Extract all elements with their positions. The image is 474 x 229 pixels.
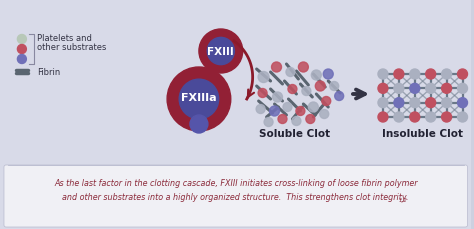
Circle shape (302, 87, 311, 96)
Circle shape (278, 115, 287, 124)
Circle shape (179, 80, 219, 119)
Circle shape (273, 93, 283, 103)
Circle shape (442, 112, 452, 123)
Circle shape (256, 105, 265, 114)
Circle shape (288, 85, 297, 94)
Circle shape (442, 84, 452, 94)
Circle shape (299, 63, 309, 73)
Text: As the last factor in the clotting cascade, FXIII initiates cross-linking of loo: As the last factor in the clotting casca… (54, 179, 418, 188)
Circle shape (320, 110, 329, 119)
Text: Soluble Clot: Soluble Clot (259, 128, 330, 138)
Circle shape (426, 112, 436, 123)
Circle shape (394, 98, 404, 108)
Text: Platelets and: Platelets and (37, 33, 91, 42)
Circle shape (378, 70, 388, 80)
Circle shape (18, 35, 27, 44)
Circle shape (292, 117, 301, 126)
Text: FXIIIa: FXIIIa (181, 93, 217, 103)
Circle shape (410, 112, 420, 123)
Circle shape (457, 98, 467, 108)
Circle shape (394, 112, 404, 123)
Circle shape (18, 45, 27, 54)
Circle shape (272, 63, 282, 73)
Circle shape (18, 55, 27, 64)
Circle shape (323, 70, 333, 80)
Text: FXIII: FXIII (208, 47, 234, 57)
Circle shape (394, 70, 404, 80)
Circle shape (264, 118, 273, 127)
FancyBboxPatch shape (4, 165, 467, 227)
Circle shape (258, 89, 267, 98)
Circle shape (306, 115, 315, 124)
Circle shape (378, 84, 388, 94)
Circle shape (457, 70, 467, 80)
Text: and other substrates into a highly organized structure.  This strengthens clot i: and other substrates into a highly organ… (63, 193, 409, 202)
Circle shape (330, 82, 339, 91)
Circle shape (296, 107, 305, 116)
Circle shape (457, 84, 467, 94)
Circle shape (315, 82, 325, 92)
Circle shape (322, 97, 331, 106)
Circle shape (442, 98, 452, 108)
Circle shape (199, 30, 243, 74)
Circle shape (426, 84, 436, 94)
Text: Fibrin: Fibrin (37, 68, 60, 77)
Circle shape (426, 70, 436, 80)
Circle shape (167, 68, 231, 131)
Circle shape (207, 38, 234, 65)
Circle shape (426, 98, 436, 108)
Circle shape (335, 92, 344, 101)
Text: other substrates: other substrates (37, 43, 106, 52)
Circle shape (309, 103, 319, 112)
Circle shape (283, 103, 292, 112)
Circle shape (378, 112, 388, 123)
Circle shape (378, 98, 388, 108)
Circle shape (457, 112, 467, 123)
Circle shape (394, 84, 404, 94)
Circle shape (410, 84, 420, 94)
Circle shape (270, 106, 280, 117)
Circle shape (190, 115, 208, 134)
Circle shape (410, 70, 420, 80)
Circle shape (442, 70, 452, 80)
Circle shape (286, 68, 295, 77)
Circle shape (311, 71, 321, 81)
Circle shape (410, 98, 420, 108)
Text: Insoluble Clot: Insoluble Clot (382, 128, 463, 138)
Circle shape (258, 72, 269, 83)
Text: 1,2: 1,2 (399, 197, 407, 202)
